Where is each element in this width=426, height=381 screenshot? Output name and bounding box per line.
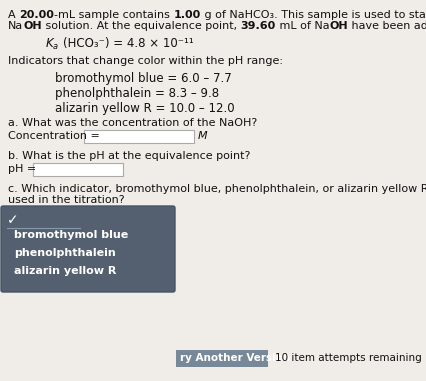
FancyBboxPatch shape xyxy=(176,350,268,367)
Text: Concentration =: Concentration = xyxy=(8,131,104,141)
Text: ry Another Version: ry Another Version xyxy=(180,353,291,363)
Text: Indicators that change color within the pH range:: Indicators that change color within the … xyxy=(8,56,283,66)
Text: OH: OH xyxy=(23,21,42,31)
FancyBboxPatch shape xyxy=(1,206,175,292)
FancyBboxPatch shape xyxy=(84,130,194,143)
Text: bromothymol blue: bromothymol blue xyxy=(14,230,128,240)
Text: 39.60: 39.60 xyxy=(241,21,276,31)
Text: have been added.: have been added. xyxy=(348,21,426,31)
Text: pH =: pH = xyxy=(8,164,40,174)
Text: OH: OH xyxy=(329,21,348,31)
Text: alizarin yellow R: alizarin yellow R xyxy=(14,266,116,276)
Text: 10 item attempts remaining: 10 item attempts remaining xyxy=(275,353,422,363)
Text: g of NaHCO₃. This sample is used to standardize an: g of NaHCO₃. This sample is used to stan… xyxy=(201,10,426,20)
Text: alizarin yellow R = 10.0 – 12.0: alizarin yellow R = 10.0 – 12.0 xyxy=(55,102,235,115)
FancyBboxPatch shape xyxy=(33,163,123,176)
Text: 20.00: 20.00 xyxy=(19,10,54,20)
Text: ✓: ✓ xyxy=(7,213,19,227)
Text: solution. At the equivalence point,: solution. At the equivalence point, xyxy=(42,21,241,31)
Text: (HCO₃⁻) = 4.8 × 10⁻¹¹: (HCO₃⁻) = 4.8 × 10⁻¹¹ xyxy=(63,37,194,50)
Text: phenolphthalein = 8.3 – 9.8: phenolphthalein = 8.3 – 9.8 xyxy=(55,87,219,100)
Text: $K_a$: $K_a$ xyxy=(45,37,59,52)
Text: A: A xyxy=(8,10,19,20)
Text: a. What was the concentration of the NaOH?: a. What was the concentration of the NaO… xyxy=(8,118,257,128)
Text: mL of Na: mL of Na xyxy=(276,21,329,31)
Text: phenolphthalein: phenolphthalein xyxy=(14,248,116,258)
Text: Na: Na xyxy=(8,21,23,31)
Text: 1.00: 1.00 xyxy=(173,10,201,20)
Text: bromothymol blue = 6.0 – 7.7: bromothymol blue = 6.0 – 7.7 xyxy=(55,72,232,85)
Text: c. Which indicator, bromothymol blue, phenolphthalein, or alizarin yellow R, sho: c. Which indicator, bromothymol blue, ph… xyxy=(8,184,426,194)
Text: used in the titration?: used in the titration? xyxy=(8,195,125,205)
Text: -mL sample contains: -mL sample contains xyxy=(54,10,173,20)
Text: b. What is the pH at the equivalence point?: b. What is the pH at the equivalence poi… xyxy=(8,151,250,161)
Text: M: M xyxy=(198,131,207,141)
